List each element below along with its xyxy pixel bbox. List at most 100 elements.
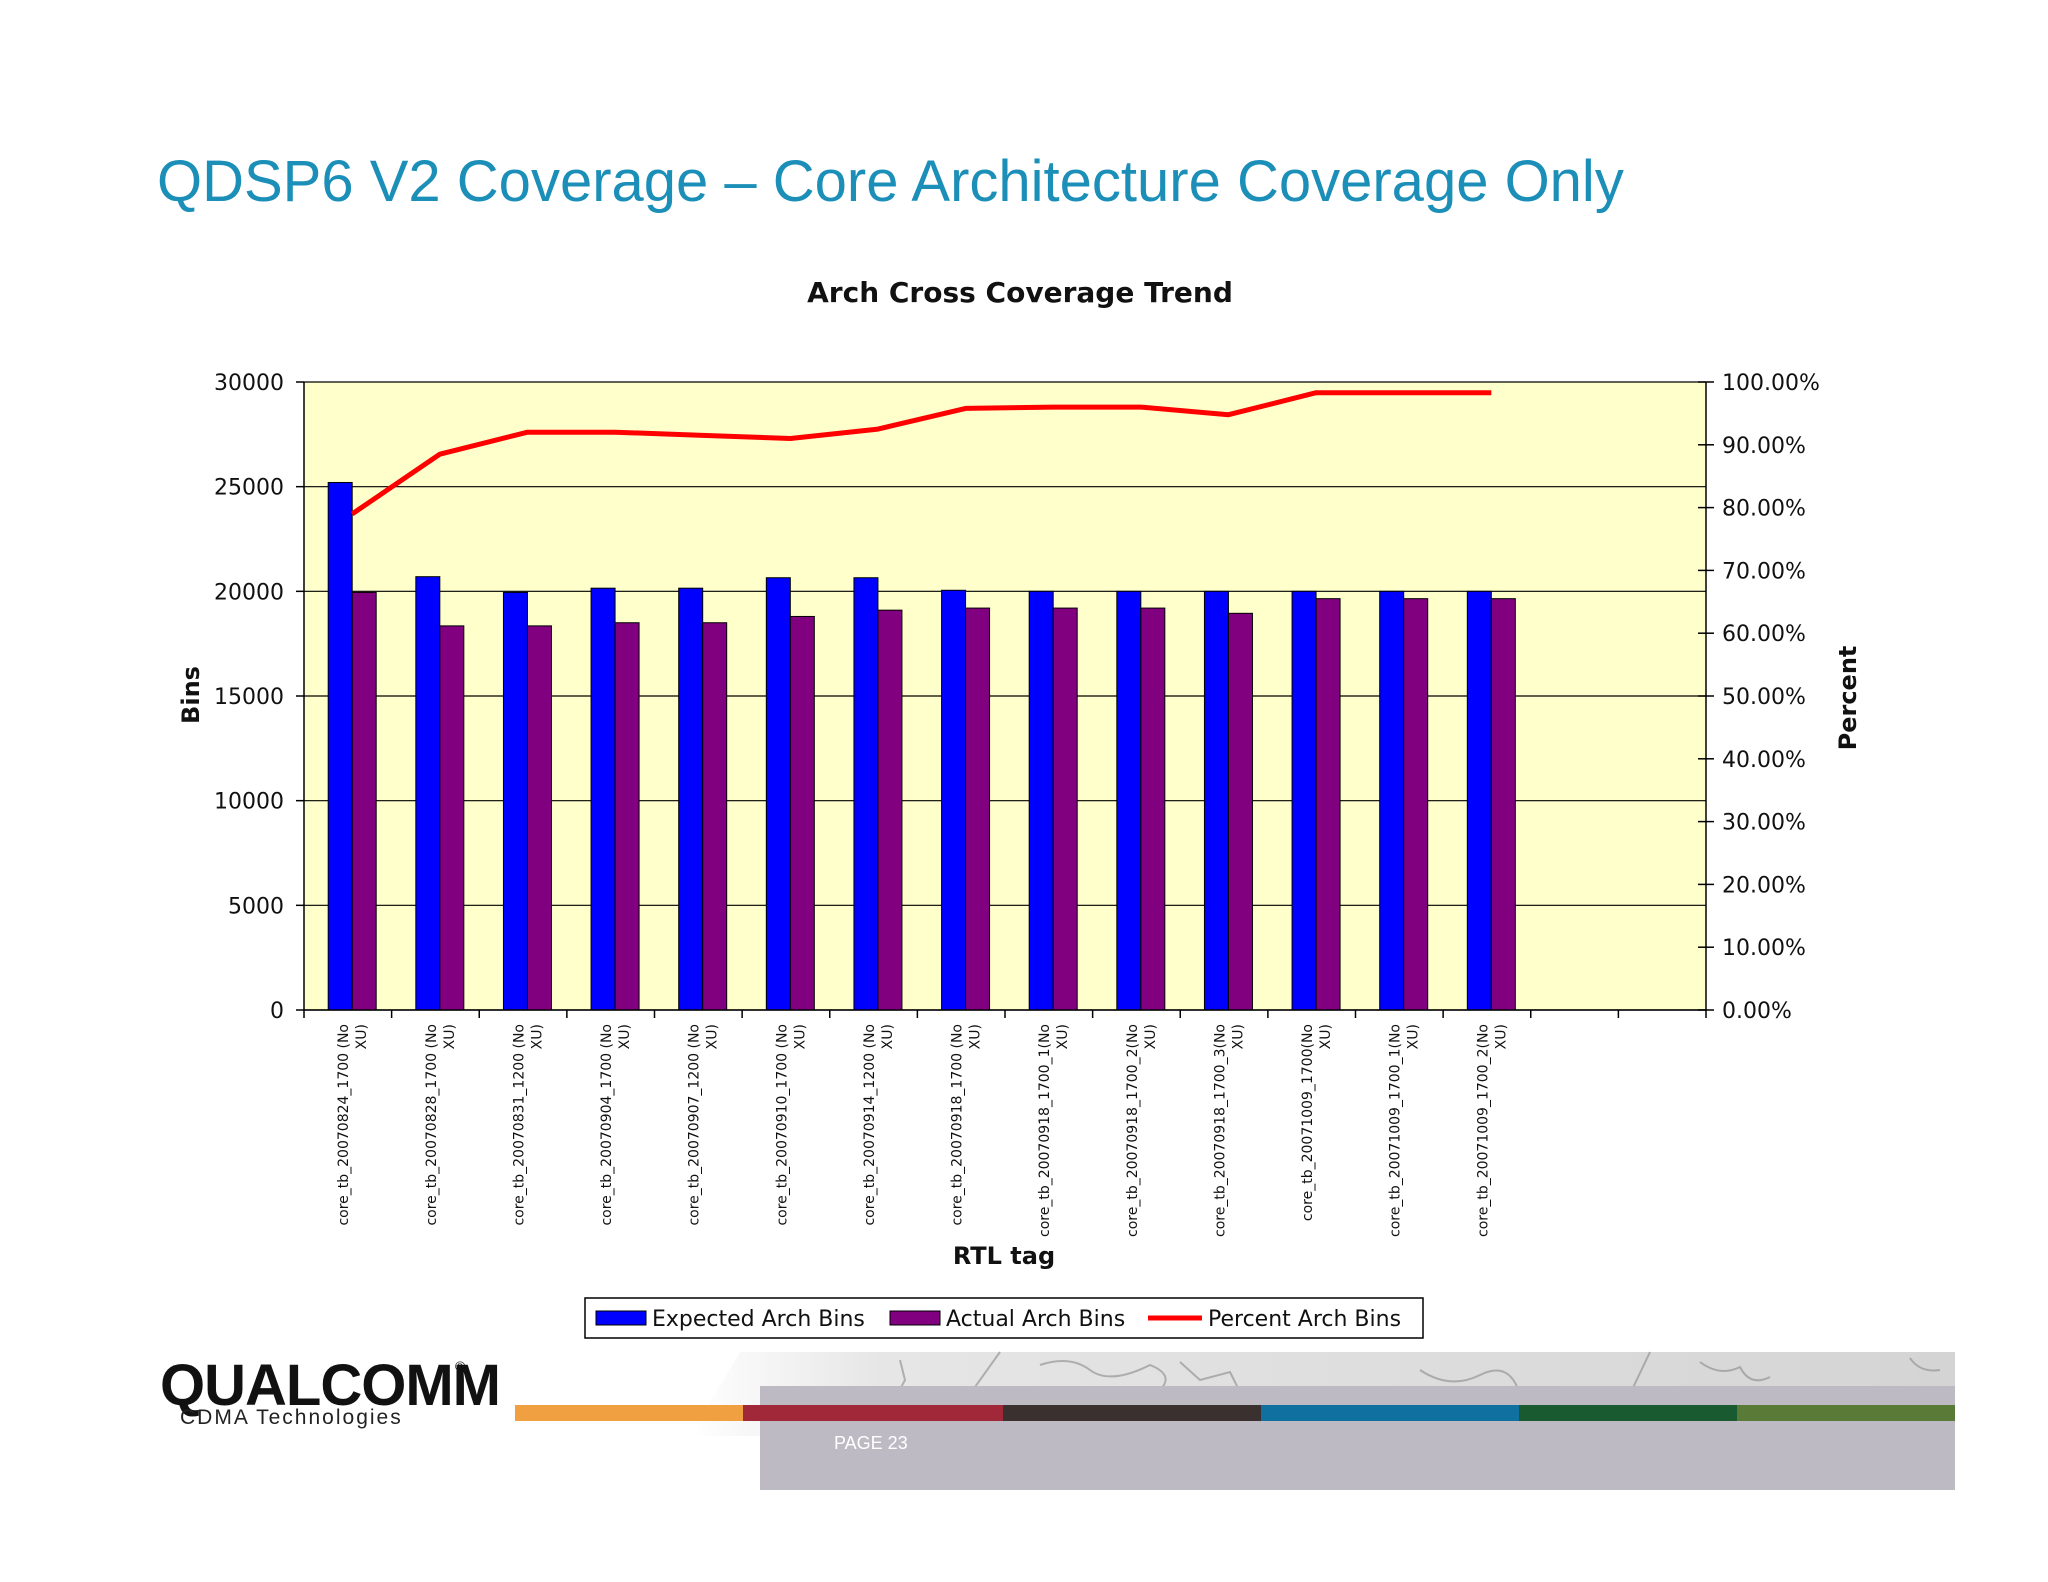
x-tick-label: core_tb_20070918_1700_2(No bbox=[1125, 1024, 1141, 1237]
x-tick-label: core_tb_20071009_1700(No bbox=[1300, 1024, 1316, 1221]
logo-registered-mark: ® bbox=[455, 1358, 466, 1374]
y2-tick-label: 60.00% bbox=[1722, 622, 1806, 647]
x-tick-label: XU) bbox=[442, 1024, 458, 1049]
x-tick-label: core_tb_20070914_1200 (No bbox=[862, 1024, 878, 1226]
slide-title: QDSP6 V2 Coverage – Core Architecture Co… bbox=[157, 149, 1624, 214]
bar-actual-arch-bins bbox=[1490, 598, 1516, 1011]
x-axis-label: RTL tag bbox=[953, 1242, 1055, 1270]
bar-expected-arch-bins bbox=[1466, 590, 1492, 1011]
y-tick-label: 30000 bbox=[214, 371, 284, 396]
legend-swatch-actual bbox=[889, 1310, 941, 1326]
y2-tick-label: 80.00% bbox=[1722, 497, 1806, 522]
x-tick-label: XU) bbox=[968, 1024, 984, 1049]
x-tick-label: core_tb_20070918_1700_3(No bbox=[1212, 1024, 1228, 1237]
y2-tick-label: 40.00% bbox=[1722, 748, 1806, 773]
x-tick-label: core_tb_20071009_1700_1(No bbox=[1388, 1024, 1404, 1237]
bar-actual-arch-bins bbox=[1227, 612, 1253, 1011]
logo-wordmark: QUALCOMM bbox=[160, 1353, 501, 1418]
bar-expected-arch-bins bbox=[765, 577, 791, 1011]
legend: Expected Arch Bins Actual Arch Bins Perc… bbox=[584, 1297, 1424, 1339]
x-tick-label: XU) bbox=[1493, 1024, 1509, 1049]
bar-actual-arch-bins bbox=[877, 609, 903, 1011]
bar-expected-arch-bins bbox=[415, 576, 441, 1011]
footer-stripe-green bbox=[1519, 1405, 1737, 1421]
bar-expected-arch-bins bbox=[853, 577, 879, 1011]
bar-actual-arch-bins bbox=[789, 615, 815, 1011]
x-tick-label: XU) bbox=[792, 1024, 808, 1049]
y2-tick-label: 100.00% bbox=[1722, 371, 1820, 396]
x-tick-label: XU) bbox=[1318, 1024, 1334, 1049]
percent-line-layer bbox=[350, 390, 1492, 516]
legend-box bbox=[584, 1297, 1424, 1339]
bar-expected-arch-bins bbox=[941, 589, 967, 1011]
bar-actual-arch-bins bbox=[1315, 598, 1341, 1011]
y2-tick-label: 0.00% bbox=[1722, 999, 1792, 1024]
y-tick-label: 25000 bbox=[214, 476, 284, 501]
bar-expected-arch-bins bbox=[1203, 590, 1229, 1011]
y2-tick-label: 30.00% bbox=[1722, 811, 1806, 836]
x-tick-label: XU) bbox=[617, 1024, 633, 1049]
bar-actual-arch-bins bbox=[965, 607, 991, 1011]
y2-tick-label: 20.00% bbox=[1722, 873, 1806, 898]
x-tick-label: core_tb_20071009_1700_2(No bbox=[1475, 1024, 1491, 1237]
footer-stripe-olive bbox=[1737, 1405, 1955, 1421]
x-tick-label: XU) bbox=[1230, 1024, 1246, 1049]
bar-expected-arch-bins bbox=[1028, 590, 1054, 1011]
legend-label-percent: Percent Arch Bins bbox=[1208, 1307, 1401, 1332]
x-tick-label: core_tb_20070831_1200 (No bbox=[511, 1024, 527, 1226]
y2-tick-label: 10.00% bbox=[1722, 936, 1806, 961]
x-tick-label: core_tb_20070910_1700 (No bbox=[774, 1024, 790, 1226]
bar-actual-arch-bins bbox=[439, 625, 465, 1011]
bar-actual-arch-bins bbox=[702, 622, 728, 1011]
qualcomm-logo: QUALCOMM ® CDMA Technologies bbox=[160, 1352, 501, 1432]
bar-actual-arch-bins bbox=[526, 625, 552, 1011]
footer-stripe-blue bbox=[1261, 1405, 1519, 1421]
x-tick-label: core_tb_20070904_1700 (No bbox=[599, 1024, 615, 1226]
y2-tick-label: 50.00% bbox=[1722, 685, 1806, 710]
bar-expected-arch-bins bbox=[1379, 590, 1405, 1011]
y2-tick-label: 90.00% bbox=[1722, 434, 1806, 459]
y-tick-label: 20000 bbox=[214, 580, 284, 605]
legend-label-actual: Actual Arch Bins bbox=[946, 1307, 1125, 1332]
bar-actual-arch-bins bbox=[351, 591, 377, 1011]
footer-stripe-orange bbox=[515, 1405, 743, 1421]
chart-title: Arch Cross Coverage Trend bbox=[807, 276, 1233, 309]
x-tick-labels: core_tb_20070824_1700 (No XU) core_tb_2007… bbox=[336, 1024, 1509, 1237]
bar-expected-arch-bins bbox=[1116, 590, 1142, 1011]
page-number: PAGE 23 bbox=[834, 1433, 908, 1453]
axes: 0 5000 10000 15000 20000 25000 30000 0.00% 10.00… bbox=[214, 371, 1820, 1024]
bar-actual-arch-bins bbox=[1403, 598, 1429, 1011]
logo-subtitle: CDMA Technologies bbox=[180, 1406, 403, 1429]
bar-actual-arch-bins bbox=[1052, 607, 1078, 1011]
y-tick-label: 15000 bbox=[214, 685, 284, 710]
x-tick-label: XU) bbox=[705, 1024, 721, 1049]
legend-swatch-expected bbox=[595, 1310, 647, 1326]
x-tick-label: core_tb_20070907_1200 (No bbox=[687, 1024, 703, 1226]
y-tick-label: 0 bbox=[270, 999, 284, 1024]
bars bbox=[327, 481, 1516, 1011]
y-axis-label: Bins bbox=[177, 666, 205, 724]
x-tick-label: core_tb_20070918_1700 (No bbox=[950, 1024, 966, 1226]
percent-arch-bins-line bbox=[350, 390, 1492, 516]
footer-stripe-red bbox=[743, 1405, 1003, 1421]
bar-expected-arch-bins bbox=[590, 587, 616, 1011]
bar-actual-arch-bins bbox=[614, 622, 640, 1011]
x-tick-label: XU) bbox=[529, 1024, 545, 1049]
footer-stripe-dark bbox=[1003, 1405, 1261, 1421]
bar-expected-arch-bins bbox=[1291, 590, 1317, 1011]
x-tick-label: core_tb_20070828_1700 (No bbox=[424, 1024, 440, 1226]
bar-expected-arch-bins bbox=[678, 587, 704, 1011]
x-tick-label: XU) bbox=[354, 1024, 370, 1049]
y2-axis-label: Percent bbox=[1834, 646, 1862, 751]
x-tick-label: XU) bbox=[880, 1024, 896, 1049]
y2-tick-label: 70.00% bbox=[1722, 559, 1806, 584]
footer-gray-panel bbox=[760, 1386, 1955, 1490]
x-tick-label: core_tb_20070824_1700 (No bbox=[336, 1024, 352, 1226]
y-tick-label: 10000 bbox=[214, 790, 284, 815]
legend-label-expected: Expected Arch Bins bbox=[652, 1307, 865, 1332]
bar-expected-arch-bins bbox=[327, 481, 353, 1011]
y-tick-label: 5000 bbox=[228, 894, 284, 919]
bar-actual-arch-bins bbox=[1140, 607, 1166, 1011]
